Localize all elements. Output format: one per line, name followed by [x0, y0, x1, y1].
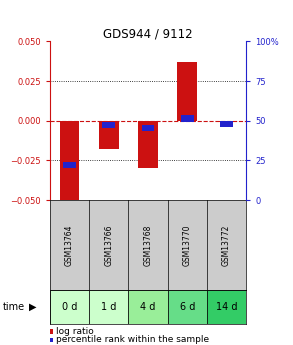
Text: ▶: ▶ [29, 302, 37, 312]
Text: 0 d: 0 d [62, 302, 77, 312]
Bar [178, 62, 197, 121]
Bar [63, 162, 76, 168]
Text: GSM13764: GSM13764 [65, 224, 74, 266]
Bar [128, 290, 168, 324]
Text: 4 d: 4 d [140, 302, 156, 312]
Bar [60, 121, 79, 205]
Bar [102, 121, 115, 128]
Text: GSM13766: GSM13766 [104, 224, 113, 266]
Text: GSM13768: GSM13768 [144, 224, 152, 266]
Text: GSM13772: GSM13772 [222, 224, 231, 266]
Bar [168, 290, 207, 324]
Text: time: time [3, 302, 25, 312]
Bar [89, 290, 128, 324]
Text: log ratio: log ratio [56, 327, 94, 336]
Text: GSM13770: GSM13770 [183, 224, 192, 266]
Title: GDS944 / 9112: GDS944 / 9112 [103, 27, 193, 40]
Text: 6 d: 6 d [180, 302, 195, 312]
Bar [217, 121, 236, 122]
Bar [50, 290, 89, 324]
Bar [99, 121, 119, 149]
Bar [220, 121, 233, 127]
Text: 14 d: 14 d [216, 302, 237, 312]
Bar [207, 290, 246, 324]
Bar [138, 121, 158, 168]
Bar [181, 115, 194, 121]
Text: percentile rank within the sample: percentile rank within the sample [56, 335, 209, 344]
Bar [142, 125, 154, 131]
Text: 1 d: 1 d [101, 302, 116, 312]
